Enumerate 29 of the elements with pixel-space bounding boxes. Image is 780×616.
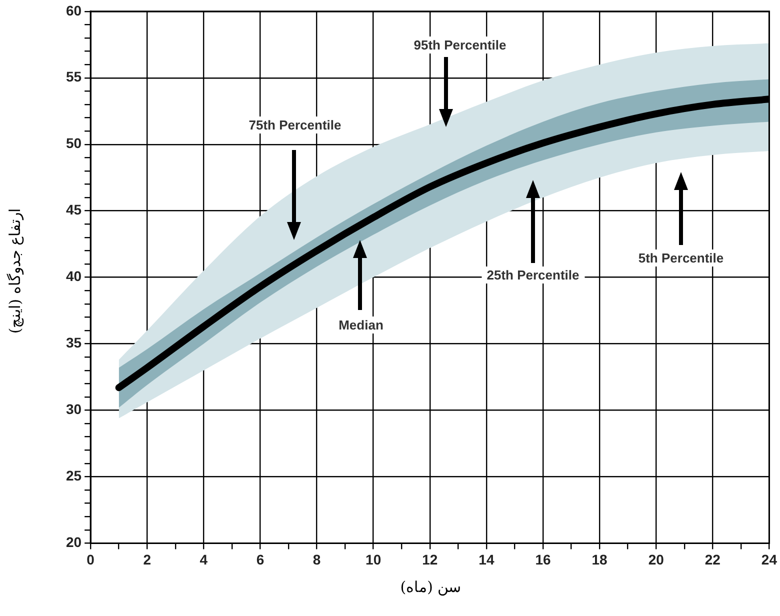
annotation: 25th Percentile: [482, 266, 584, 284]
x-tick-label: 16: [535, 551, 551, 568]
x-tick-label: 2: [143, 551, 152, 568]
x-tick-label: 8: [312, 551, 321, 568]
y-tick-label: 20: [66, 534, 82, 550]
x-tick-label: 14: [478, 551, 494, 568]
x-tick-label: 24: [761, 551, 778, 568]
y-tick-label: 30: [66, 401, 82, 418]
y-tick-label: 50: [66, 135, 82, 152]
y-tick-label: 60: [66, 2, 82, 18]
x-tick-label: 10: [366, 551, 382, 568]
x-tick-label: 0: [86, 551, 95, 568]
y-axis-title: ارتفاع جدوگاه (اینچ): [6, 207, 24, 336]
y-tick-label: 25: [66, 468, 82, 484]
annotation: 75th Percentile: [244, 116, 346, 134]
y-tick-label: 40: [66, 268, 82, 284]
x-tick-label: 22: [704, 551, 721, 568]
y-tick-label: 45: [66, 202, 82, 218]
y-tick-label: 55: [66, 68, 82, 85]
x-tick-label: 18: [592, 551, 608, 568]
x-tick-label: 4: [200, 551, 208, 568]
x-tick-label: 12: [422, 551, 438, 568]
x-axis-title: سن (ماه): [399, 578, 463, 596]
annotation: 5th Percentile: [633, 250, 729, 266]
x-tick-label: 6: [256, 551, 264, 568]
y-tick-label: 35: [66, 334, 82, 351]
annotation: 95th Percentile: [408, 36, 512, 54]
annotation: Median: [334, 316, 388, 334]
x-tick-label: 20: [648, 551, 664, 568]
